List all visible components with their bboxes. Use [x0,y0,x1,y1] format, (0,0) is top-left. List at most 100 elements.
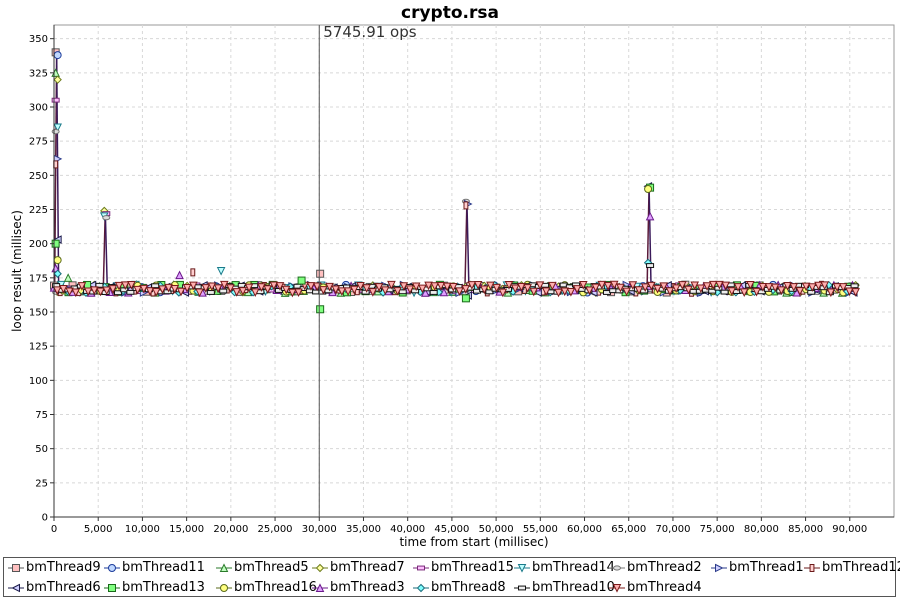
y-axis-label: loop result (millisec) [10,210,24,332]
legend-marker [416,583,426,593]
data-point [411,282,421,292]
data-point [461,285,470,294]
x-axis-label: time from start (millisec) [399,535,548,549]
data-point [151,283,160,289]
data-point [71,288,81,298]
data-point [393,287,402,296]
data-point [838,283,848,292]
data-point [560,287,570,297]
legend-label: bmThread16 [234,580,317,595]
spike-line [648,186,652,289]
y-tick-label: 150 [29,308,48,319]
y-tick-label: 250 [29,171,48,182]
legend-swatch [413,583,429,593]
legend-swatch [804,564,820,572]
data-point [108,285,118,294]
data-point [331,285,341,295]
spike-line [104,210,109,289]
legend-item-bmThread2: bmThread2 [609,559,702,577]
legend-label: bmThread14 [532,560,615,575]
data-point [572,285,582,294]
y-tick-label: 25 [35,478,48,489]
data-point [275,282,285,291]
legend-item-bmThread10: bmThread10 [514,579,615,597]
data-point [232,288,241,297]
data-point [263,285,272,294]
x-tick-label: 30,000 [302,524,337,535]
data-point [479,285,489,295]
data-point [207,282,217,292]
data-point [219,288,228,294]
data-point [325,282,334,292]
data-point [257,283,266,292]
data-point [206,290,215,295]
legend-marker [220,584,228,592]
data-point [387,280,396,290]
legend-swatch [8,564,24,572]
legend-item-bmThread7: bmThread7 [312,559,405,577]
legend-marker [612,584,622,593]
data-point [176,287,186,297]
data-point [529,287,539,297]
data-point [133,285,142,295]
legend-swatch [711,563,727,573]
data-point [449,282,458,292]
data-point [405,285,415,294]
y-tick-label: 300 [29,103,48,114]
data-point [486,281,495,291]
legend-marker [613,565,621,571]
x-tick-label: 85,000 [788,524,823,535]
legend-item-bmThread6: bmThread6 [8,579,101,597]
y-tick-label: 0 [42,513,48,524]
data-point [120,281,130,290]
data-point [343,287,353,297]
data-point [645,211,655,221]
x-tick-label: 70,000 [655,524,690,535]
data-point [424,281,433,291]
data-point [170,285,180,294]
y-tick-label: 275 [29,137,48,148]
legend-marker [315,583,325,592]
outlier-points [63,267,325,314]
data-point [399,282,409,291]
data-point [671,284,681,294]
data-point [696,284,706,294]
legend-marker [219,563,229,572]
data-point [801,282,811,292]
data-point [678,281,687,290]
legend-item-bmThread3: bmThread3 [312,579,405,597]
data-point [63,273,73,282]
legend-marker [108,564,116,572]
data-point [498,288,508,298]
data-point [603,282,613,291]
data-point [281,285,291,295]
legend-label: bmThread7 [330,560,405,575]
data-point [578,280,588,290]
data-point [492,283,501,293]
spike-points [461,198,473,303]
x-tick-label: 40,000 [390,524,425,535]
data-point [319,286,328,295]
legend-swatch [514,585,530,591]
data-point [90,286,99,296]
data-point [59,285,68,294]
legend-swatch [609,584,625,593]
data-point [297,276,306,285]
data-point [609,280,619,290]
data-point [510,284,520,294]
y-tick-label: 75 [35,410,48,421]
data-point [361,289,370,295]
data-point [473,280,483,290]
legend-label: bmThread8 [431,580,506,595]
data-point [216,267,226,276]
data-point [102,286,112,296]
data-point [463,201,469,210]
legend-marker [12,564,20,572]
y-tick-label: 200 [29,239,48,250]
data-point [591,283,600,293]
y-tick-label: 325 [29,68,48,79]
legend-swatch [312,583,328,592]
chart-title: crypto.rsa [401,3,499,23]
data-point [51,97,60,103]
data-point [783,282,792,291]
